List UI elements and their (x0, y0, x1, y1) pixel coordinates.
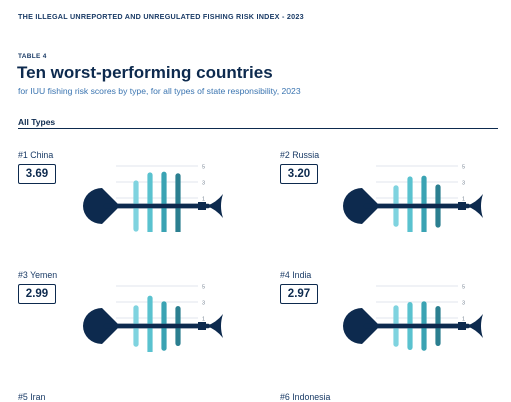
fish-bone-chart: 5 3 1 (83, 285, 223, 352)
scale-tick-label: 5 (462, 165, 465, 171)
scale-tick-label: 1 (462, 197, 465, 203)
section-divider (18, 128, 498, 129)
fish-bone-chart: 5 3 1 (343, 285, 483, 351)
fish-tail (466, 314, 483, 338)
fish-spine-joint (458, 202, 466, 210)
scale-tick-label: 3 (462, 301, 465, 307)
scale-tick-label: 1 (202, 197, 205, 203)
scale-tick-label: 1 (202, 317, 205, 323)
fish-bone-chart: 5 3 1 (83, 165, 223, 232)
country-label: #2 Russia (280, 150, 320, 160)
scale-tick-label: 3 (202, 301, 205, 307)
section-label-all-types: All Types (18, 117, 56, 127)
score-box: 3.20 (280, 164, 318, 184)
fish-head (83, 188, 120, 224)
fish-spine-joint (198, 202, 206, 210)
fish-head (83, 308, 120, 344)
score-box: 3.69 (18, 164, 56, 184)
scale-tick-label: 1 (462, 317, 465, 323)
scale-tick-label: 5 (202, 285, 205, 291)
page-subtitle: for IUU fishing risk scores by type, for… (18, 86, 301, 96)
fish-rib-bone (175, 173, 181, 232)
fish-spine-joint (198, 322, 206, 330)
country-label: #1 China (18, 150, 54, 160)
fish-bone-chart: 5 3 1 (343, 165, 483, 232)
report-header: THE ILLEGAL UNREPORTED AND UNREGULATED F… (18, 12, 304, 21)
country-label: #6 Indonesia (280, 392, 331, 402)
fish-tail (206, 194, 223, 218)
page-title: Ten worst-performing countries (17, 63, 273, 82)
fish-rib-bone (161, 171, 167, 232)
fish-head (343, 308, 380, 344)
country-label: #3 Yemen (18, 270, 58, 280)
country-label: #4 India (280, 270, 312, 280)
country-label: #5 Iran (18, 392, 46, 402)
scale-tick-label: 3 (202, 181, 205, 187)
fish-spine-joint (458, 322, 466, 330)
table-number: TABLE 4 (18, 53, 47, 60)
scale-tick-label: 3 (462, 181, 465, 187)
fish-tail (206, 314, 223, 338)
fish-rib-bone (147, 172, 153, 232)
scale-tick-label: 5 (462, 285, 465, 291)
score-box: 2.97 (280, 284, 318, 304)
fish-head (343, 188, 380, 224)
fish-tail (466, 194, 483, 218)
score-box: 2.99 (18, 284, 56, 304)
scale-tick-label: 5 (202, 165, 205, 171)
